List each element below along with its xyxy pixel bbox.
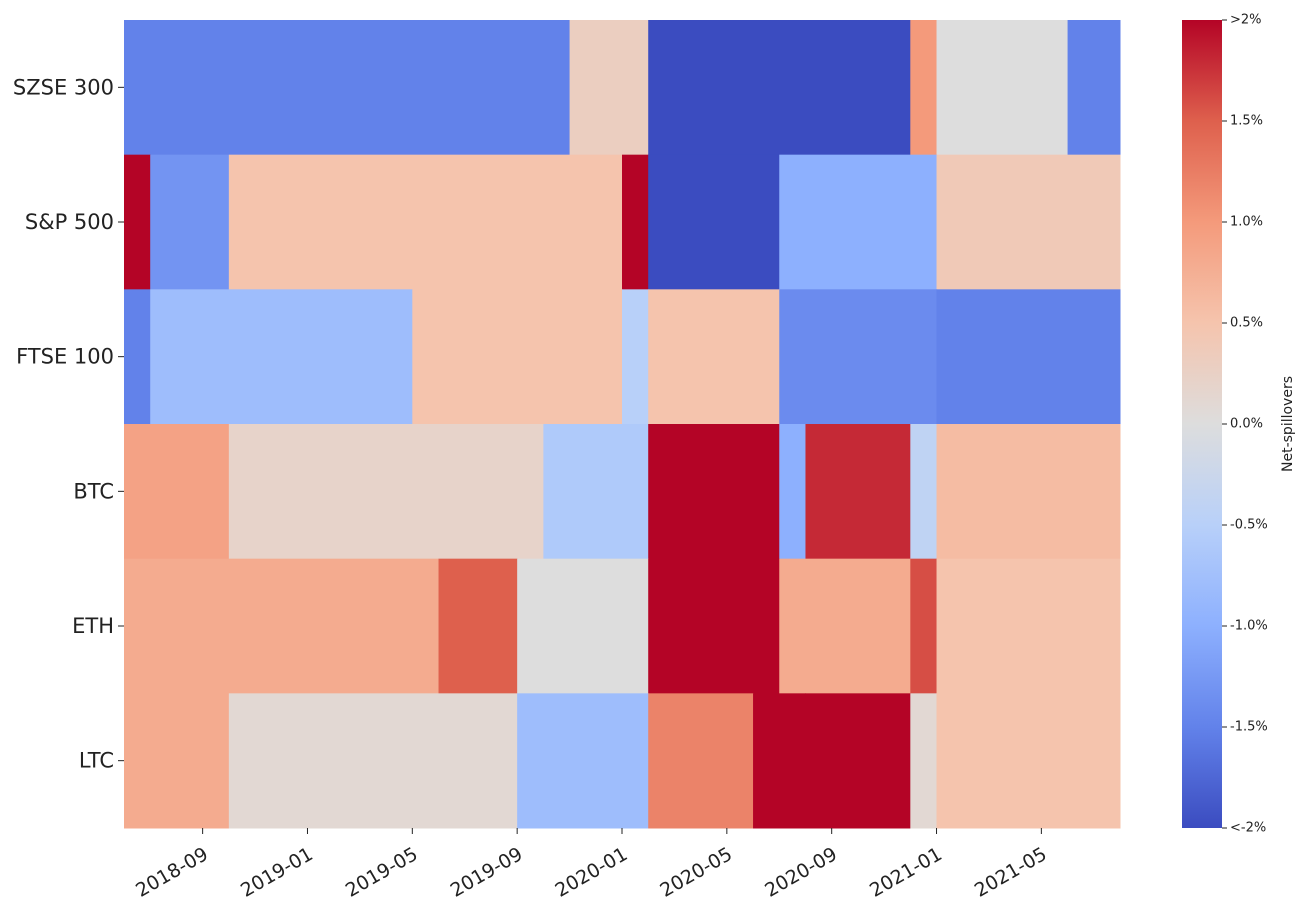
heatmap-cell [124,424,230,560]
heatmap-cell [228,154,623,290]
heatmap-cell [779,558,911,694]
heatmap-cell [124,20,571,156]
heatmap-cell [517,558,649,694]
heatmap-cells [124,20,1121,829]
heatmap-cell [1067,20,1121,156]
heatmap-cell [124,154,151,290]
x-tick-label: 2021-05 [971,843,1051,902]
row-label: LTC [79,749,114,773]
row-label: BTC [73,479,114,503]
x-tick-label: 2019-05 [342,843,422,902]
colorbar-tick-label: 1.0% [1230,215,1263,230]
heatmap-cell [648,154,780,290]
x-tick-label: 2020-05 [656,843,736,902]
colorbar-tick-label: 0.5% [1230,316,1263,331]
colorbar-tick-label: -0.5% [1230,518,1268,533]
colorbar-tick-label: -1.5% [1230,720,1268,735]
heatmap-cell [622,154,649,290]
colorbar-tick-label: -1.0% [1230,619,1268,634]
row-label: SZSE 300 [13,75,114,99]
heatmap-cell [412,289,623,425]
row-label: FTSE 100 [16,345,114,369]
x-tick-label: 2019-01 [237,843,317,902]
heatmap-cell [543,424,649,560]
heatmap-cell [648,289,780,425]
heatmap-cell [805,424,911,560]
colorbar-gradient [1182,20,1222,828]
x-axis: 2018-09 2019-01 2019-05 2019-09 2020-01 2020-… [132,828,1051,902]
heatmap-cell [779,20,911,156]
heatmap-cell [124,693,230,829]
heatmap-cell [936,154,1121,290]
heatmap-cell [805,693,911,829]
heatmap-cell [910,20,938,156]
heatmap-cell [648,693,754,829]
x-tick-label: 2021-01 [866,843,946,902]
row-label: S&P 500 [25,210,114,234]
heatmap-cell [648,558,780,694]
heatmap-cell [936,693,1121,829]
heatmap-cell [936,20,1069,156]
heatmap-cell [936,289,1121,425]
heatmap-cell [779,154,938,290]
colorbar-tick-label: >2% [1230,13,1262,28]
heatmap-cell [936,558,1121,694]
heatmap-cell [622,289,649,425]
colorbar-tick-label: <-2% [1230,821,1266,836]
heatmap-cell [228,693,518,829]
heatmap-cell [569,20,649,156]
colorbar: >2% 1.5% 1.0% 0.5% 0.0% -0.5% -1.0% -1.5% <-2% Ne… [1182,13,1296,836]
heatmap-cell [910,424,938,560]
row-label: ETH [72,614,114,638]
x-tick-label: 2019-09 [447,843,527,902]
heatmap-cell [124,558,440,694]
colorbar-tick-label: 1.5% [1230,114,1263,129]
heatmap-cell [910,693,938,829]
heatmap-cell [753,693,806,829]
heatmap-cell [228,424,544,560]
heatmap-cell [438,558,518,694]
heatmap-cell [779,424,806,560]
heatmap-cell [150,289,413,425]
x-tick-label: 2020-01 [552,843,632,902]
x-tick-label: 2020-09 [761,843,841,902]
row-labels: SZSE 300 S&P 500 FTSE 100 BTC ETH LTC [13,75,124,773]
heatmap-cell [779,289,938,425]
x-tick-label: 2018-09 [132,843,212,902]
colorbar-title: Net-spillovers [1280,376,1296,472]
heatmap-cell [150,154,230,290]
heatmap-cell [517,693,649,829]
colorbar-tick-label: 0.0% [1230,417,1263,432]
heatmap-cell [936,424,1121,560]
heatmap-cell [910,558,938,694]
heatmap-cell [124,289,151,425]
heatmap-cell [648,424,780,560]
heatmap-cell [648,20,780,156]
